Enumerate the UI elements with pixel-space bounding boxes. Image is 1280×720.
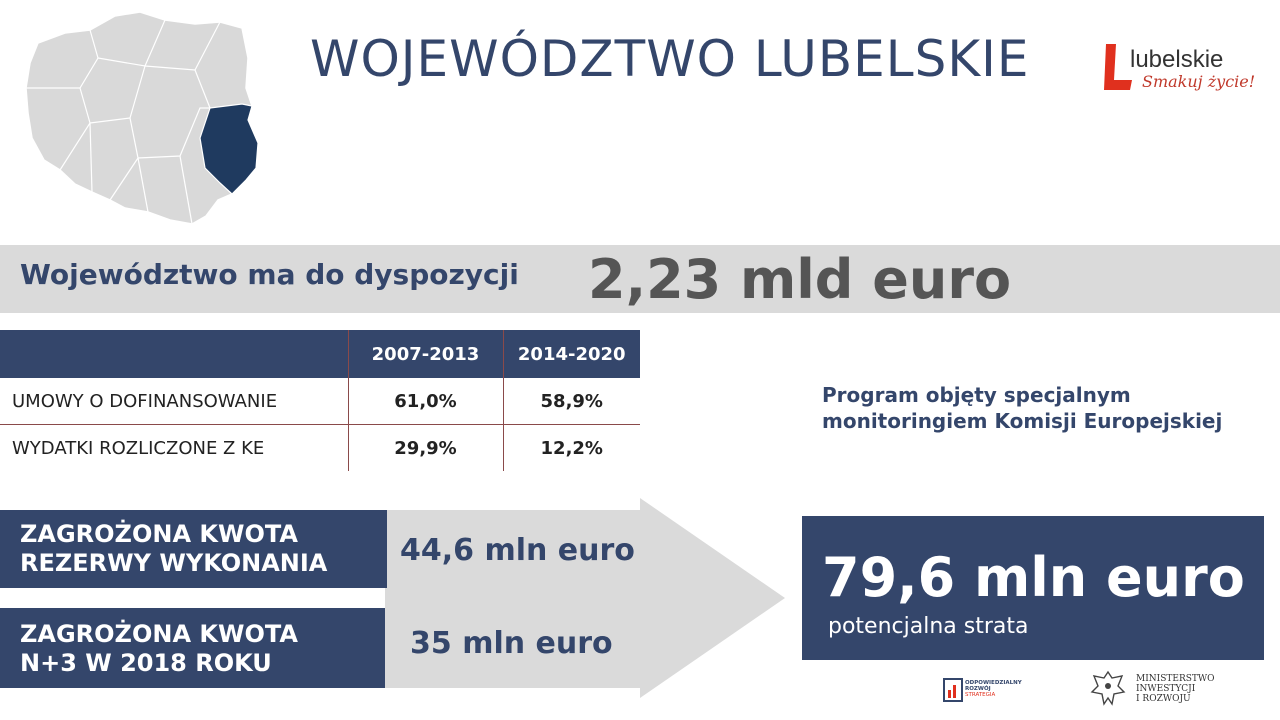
budget-value: 2,23 mld euro — [588, 248, 1012, 311]
table-cell: 29,9% — [347, 424, 503, 471]
threat-box-n3: ZAGROŻONA KWOTA N+3 W 2018 ROKU — [0, 608, 385, 688]
logo-name: lubelskie — [1130, 46, 1224, 73]
odpowiedzialny-rozwoj-logo: ODPOWIEDZIALNY ROZWÓJ STRATEGIA — [943, 676, 1023, 706]
row-label: WYDATKI ROZLICZONE Z KE — [12, 437, 265, 459]
threat-line: ZAGROŻONA KWOTA — [20, 520, 298, 548]
page-title: WOJEWÓDZTWO LUBELSKIE — [310, 30, 1030, 88]
ministry-line: I ROZWOJU — [1136, 694, 1191, 704]
row-label: UMOWY O DOFINANSOWANIE — [0, 378, 348, 425]
total-loss-box — [802, 516, 1264, 660]
table-cell: 12,2% — [502, 424, 640, 471]
total-loss-value: 79,6 mln euro — [822, 546, 1245, 609]
table-cell: 58,9% — [502, 378, 640, 425]
logo1-line: ROZWÓJ — [965, 686, 991, 692]
table-row: UMOWY O DOFINANSOWANIE 61,0% 58,9% — [0, 378, 640, 425]
table-row: WYDATKI ROZLICZONE Z KE 29,9% 12,2% — [0, 424, 640, 471]
column-header: 2007-2013 — [347, 330, 503, 378]
chart-bars-icon — [943, 678, 963, 702]
ministry-line: MINISTERSTWO — [1136, 674, 1215, 684]
threat-line: REZERWY WYKONANIA — [20, 549, 328, 577]
threat-line: ZAGROŻONA KWOTA — [20, 620, 298, 648]
ministry-line: INWESTYCJI — [1136, 684, 1196, 694]
threat-amount: 35 mln euro — [410, 626, 613, 661]
arrow-shape — [385, 498, 785, 698]
lubelskie-logo: lubelskie Smakuj życie! — [1100, 38, 1255, 108]
ministry-logo: MINISTERSTWO INWESTYCJI I ROZWOJU — [1090, 668, 1230, 712]
stats-table: 2007-2013 2014-2020 UMOWY O DOFINANSOWAN… — [0, 330, 640, 471]
eagle-emblem-icon — [1090, 670, 1126, 706]
region-borders — [26, 19, 221, 225]
monitoring-note: Program objęty specjalnym monitoringiem … — [822, 383, 1223, 433]
logo1-line: STRATEGIA — [965, 692, 996, 698]
lubelskie-region — [199, 103, 259, 195]
table-header-row: 2007-2013 2014-2020 — [0, 330, 640, 378]
budget-label: Województwo ma do dyspozycji — [20, 258, 519, 291]
table-header-empty — [0, 330, 348, 378]
column-header: 2014-2020 — [502, 330, 640, 378]
logo1-line: ODPOWIEDZIALNY — [965, 680, 1022, 686]
threat-line: N+3 W 2018 ROKU — [20, 649, 272, 677]
total-loss-caption: potencjalna strata — [828, 614, 1029, 639]
table-cell: 61,0% — [347, 378, 503, 425]
poland-map — [25, 11, 259, 225]
budget-band — [0, 245, 1280, 313]
logo-slogan: Smakuj życie! — [1142, 72, 1256, 91]
threat-amount: 44,6 mln euro — [400, 533, 635, 568]
logo-l-mark — [1104, 44, 1132, 90]
threat-box-reserve: ZAGROŻONA KWOTA REZERWY WYKONANIA — [0, 510, 387, 588]
